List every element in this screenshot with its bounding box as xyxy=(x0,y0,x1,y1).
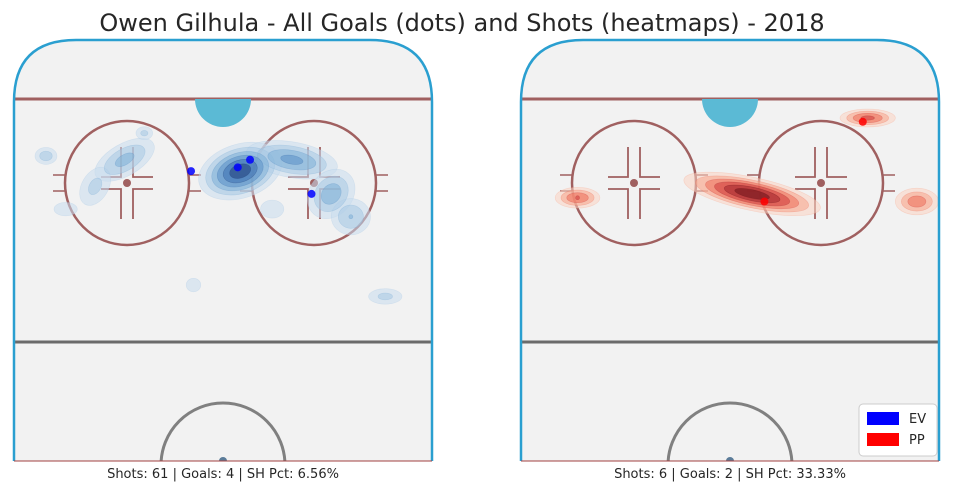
goal-dot xyxy=(187,167,196,176)
legend-label-ev: EV xyxy=(909,412,926,427)
boards xyxy=(519,38,941,461)
rink-panel-pp: Shots: 6 | Goals: 2 | SH Pct: 33.33% xyxy=(519,38,941,482)
center-faceoff-dot xyxy=(219,457,227,461)
rink-panel-ev: Shots: 61 | Goals: 4 | SH Pct: 6.56% xyxy=(12,38,434,482)
rink-panels: Shots: 61 | Goals: 4 | SH Pct: 6.56% Shot… xyxy=(12,38,941,482)
goal-crease xyxy=(195,99,251,127)
heatmap-level-6 xyxy=(734,188,770,200)
legend-swatch-pp xyxy=(867,433,899,446)
rink-surface xyxy=(521,40,939,461)
goal-dot xyxy=(858,117,867,126)
legend-label-pp: PP xyxy=(909,433,925,448)
chart-title: Owen Gilhula - All Goals (dots) and Shot… xyxy=(99,9,824,37)
goal-dot xyxy=(233,163,242,172)
shot-heatmap xyxy=(554,108,939,216)
legend-swatch-ev xyxy=(867,412,899,425)
center-faceoff-dot xyxy=(726,457,734,461)
panel-footer-stats: Shots: 61 | Goals: 4 | SH Pct: 6.56% xyxy=(107,467,339,482)
legend: EV PP xyxy=(858,403,938,457)
goal-dot xyxy=(246,155,255,164)
panel-footer-stats: Shots: 6 | Goals: 2 | SH Pct: 33.33% xyxy=(614,467,846,482)
center-circle xyxy=(666,401,794,461)
center-circle xyxy=(159,401,287,461)
goal-crease xyxy=(702,99,758,127)
boards xyxy=(12,38,434,461)
goal-dot xyxy=(760,197,769,206)
goal-dot xyxy=(307,189,316,198)
